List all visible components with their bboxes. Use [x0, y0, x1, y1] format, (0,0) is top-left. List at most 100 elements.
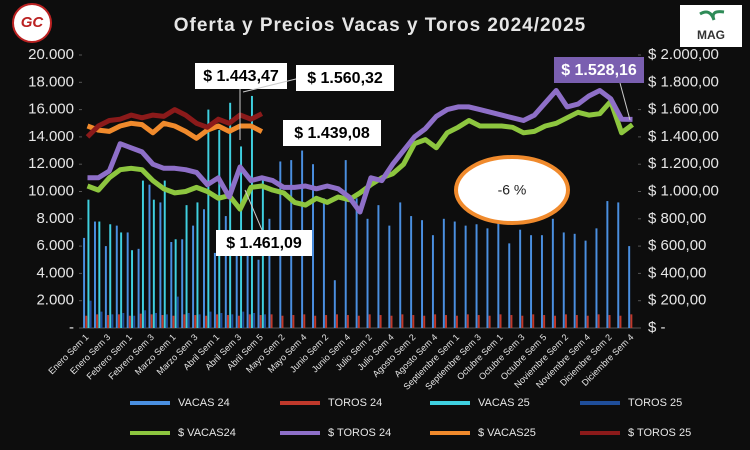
bar: [83, 237, 86, 328]
bar: [226, 315, 229, 328]
bar: [264, 314, 267, 328]
y2-tick-label: $ 1.600,00: [648, 101, 719, 118]
bar: [508, 243, 511, 328]
bar: [87, 199, 90, 328]
bar: [96, 314, 99, 328]
chart-title: Oferta y Precios Vacas y Toros 2024/2025: [174, 15, 587, 36]
bar: [235, 250, 238, 328]
annotation: $ 1.443,47: [203, 68, 279, 85]
bar: [466, 314, 469, 328]
bar: [250, 95, 253, 328]
bar: [120, 232, 123, 328]
annotation: $ 1.461,09: [226, 235, 302, 252]
y-tick-label: 6.000: [36, 237, 74, 254]
bar: [346, 315, 349, 328]
bar: [573, 233, 576, 328]
bar: [148, 184, 151, 328]
bar: [554, 315, 557, 328]
bar: [475, 224, 478, 328]
bar: [205, 315, 208, 328]
bar: [464, 225, 467, 328]
bar: [497, 221, 500, 328]
y2-tick-label: $ 400,00: [648, 264, 706, 281]
bar: [192, 225, 195, 328]
bar: [155, 312, 158, 328]
bar: [126, 232, 129, 328]
bar: [453, 221, 456, 328]
bar: [410, 216, 413, 328]
bar: [368, 314, 371, 328]
bar: [137, 248, 140, 328]
y2-tick-label: $ 600,00: [648, 237, 706, 254]
bar: [185, 205, 188, 328]
bar: [257, 259, 260, 328]
bar: [608, 315, 611, 328]
bar: [268, 218, 271, 328]
y-tick-label: 18.000: [28, 73, 74, 90]
logo-text: GC: [21, 14, 45, 31]
bar: [246, 243, 249, 328]
bar: [248, 314, 251, 328]
annotation: $ 1.528,16: [561, 62, 637, 79]
bar: [242, 311, 245, 328]
bar: [128, 315, 131, 328]
bar: [619, 315, 622, 328]
legend-label: $ TOROS 24: [328, 427, 391, 439]
bar: [196, 202, 199, 328]
bar: [117, 314, 120, 328]
bar: [93, 221, 96, 328]
bar: [412, 315, 415, 328]
bar: [218, 130, 221, 328]
bar: [488, 315, 491, 328]
y-tick-label: 10.000: [28, 182, 74, 199]
price-line: [87, 88, 633, 215]
bar: [564, 314, 567, 328]
bar: [100, 311, 103, 328]
bar: [181, 239, 184, 328]
bar: [144, 310, 147, 328]
bar: [551, 218, 554, 328]
y2-tick-label: $ 1.000,00: [648, 182, 719, 199]
logo-badge: [12, 3, 52, 43]
bar: [259, 315, 262, 328]
bar: [104, 246, 107, 328]
bar: [174, 239, 177, 328]
bar: [597, 314, 600, 328]
y2-tick-label: $ 1.800,00: [648, 73, 719, 90]
bar: [163, 180, 166, 328]
bar: [207, 109, 210, 328]
bar: [141, 180, 144, 328]
bar: [303, 314, 306, 328]
bar: [172, 315, 175, 328]
bar: [336, 314, 338, 328]
legend-label: $ VACAS24: [178, 427, 236, 439]
bar: [115, 225, 118, 328]
y-tick-label: 4.000: [36, 264, 74, 281]
annotation-ellipse: [454, 155, 570, 225]
bar: [122, 312, 125, 328]
bar: [183, 314, 186, 328]
bar: [562, 232, 565, 328]
bar: [159, 202, 162, 328]
bar: [543, 315, 546, 328]
legend-swatch: [280, 401, 320, 405]
bar: [133, 315, 136, 328]
bar: [431, 235, 434, 328]
bar: [89, 300, 92, 328]
bar: [401, 314, 404, 328]
bar: [540, 235, 543, 328]
legend-swatch: [430, 401, 470, 405]
y2-tick-label: $ 1.200,00: [648, 155, 719, 172]
bar: [325, 315, 328, 328]
bar: [584, 240, 587, 328]
y-tick-label: 12.000: [28, 155, 74, 172]
bar: [595, 228, 598, 328]
legend-label: TOROS 25: [628, 397, 682, 409]
bar: [355, 198, 358, 328]
annotation-box: [216, 230, 312, 256]
y-tick-label: 20.000: [28, 46, 74, 63]
bar: [606, 201, 609, 328]
bar: [357, 315, 360, 328]
bar: [85, 315, 88, 328]
bar: [399, 202, 402, 328]
